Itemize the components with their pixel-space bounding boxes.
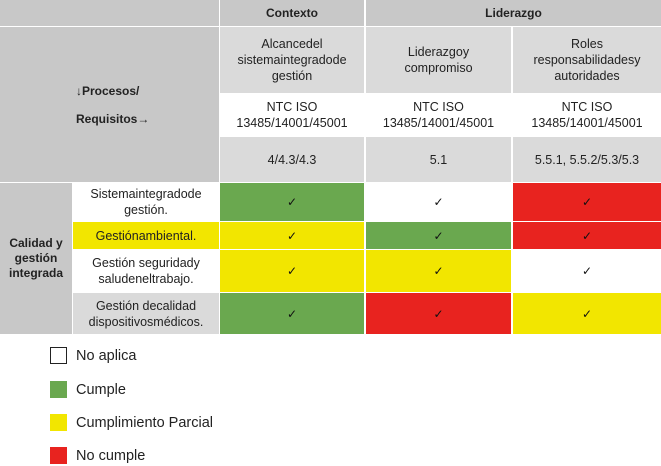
group-label: Calidad y gestión integrada — [0, 183, 72, 334]
legend-swatch-no-aplica — [50, 347, 67, 364]
legend-label-no-cumple: No cumple — [76, 447, 146, 464]
column-clause-2: 5.1 — [366, 137, 511, 182]
status-cell-r2-c2: ✓ — [366, 222, 511, 249]
row-label-2: Gestiónambiental. — [73, 222, 219, 249]
legend-label-cumplimiento-parcial: Cumplimiento Parcial — [76, 414, 213, 431]
row-label-3: Gestión seguridady saludeneltrabajo. — [73, 250, 219, 292]
status-cell-r2-c3: ✓ — [513, 222, 661, 249]
legend-swatch-no-cumple — [50, 447, 67, 464]
status-cell-r1-c3: ✓ — [513, 183, 661, 221]
column-standard-2: NTC ISO 13485/14001/45001 — [366, 94, 511, 136]
corner-processes-label: ↓Procesos/ — [76, 83, 140, 98]
legend-item-no-cumple: No cumple — [50, 447, 145, 464]
column-title-3: Roles responsabilidadesy autoridades — [513, 27, 661, 93]
column-standard-1: NTC ISO 13485/14001/45001 — [220, 94, 364, 136]
row-label-4: Gestión decalidad dispositivosmédicos. — [73, 293, 219, 334]
status-cell-r3-c3: ✓ — [513, 250, 661, 292]
status-cell-r4-c1: ✓ — [220, 293, 364, 334]
corner-requirements-label: Requisitos→ — [76, 111, 150, 126]
header-context: Contexto — [220, 0, 364, 26]
status-cell-r3-c1: ✓ — [220, 250, 364, 292]
status-cell-r1-c1: ✓ — [220, 183, 364, 221]
status-cell-r4-c3: ✓ — [513, 293, 661, 334]
legend-swatch-cumple — [50, 381, 67, 398]
status-cell-r4-c2: ✓ — [366, 293, 511, 334]
legend-swatch-cumplimiento-parcial — [50, 414, 67, 431]
column-standard-3: NTC ISO 13485/14001/45001 — [513, 94, 661, 136]
status-cell-r3-c2: ✓ — [366, 250, 511, 292]
legend-label-cumple: Cumple — [76, 381, 126, 398]
corner-cell: ↓Procesos/ Requisitos→ — [0, 27, 219, 182]
header-blank-left — [0, 0, 219, 26]
legend-item-cumplimiento-parcial: Cumplimiento Parcial — [50, 414, 213, 431]
column-title-2: Liderazgoy compromiso — [366, 27, 511, 93]
column-title-1: Alcancedel sistemaintegradode gestión — [220, 27, 364, 93]
column-clause-3: 5.5.1, 5.5.2/5.3/5.3 — [513, 137, 661, 182]
header-leadership: Liderazgo — [366, 0, 661, 26]
legend-item-no-aplica: No aplica — [50, 347, 136, 364]
legend-label-no-aplica: No aplica — [76, 347, 137, 364]
status-cell-r2-c1: ✓ — [220, 222, 364, 249]
column-clause-1: 4/4.3/4.3 — [220, 137, 364, 182]
status-cell-r1-c2: ✓ — [366, 183, 511, 221]
legend-item-cumple: Cumple — [50, 381, 126, 398]
row-label-1: Sistemaintegradode gestión. — [73, 183, 219, 221]
